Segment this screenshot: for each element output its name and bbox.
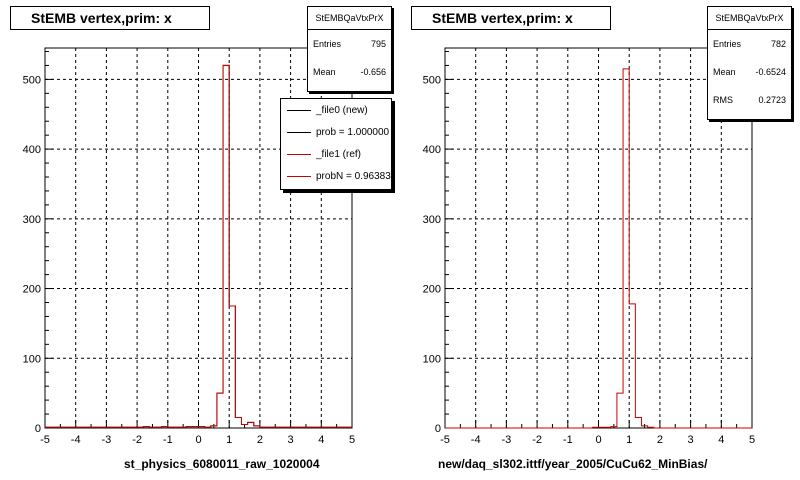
legend-box: _file0 (new) prob = 1.000000 _file1 (ref… — [280, 98, 392, 190]
legend-entry-probn: probN = 0.963834 — [281, 165, 391, 187]
left-x-tick-label: 1 — [226, 434, 232, 446]
right-x-tick-label: 1 — [626, 434, 632, 446]
right-x-tick-label: -4 — [471, 434, 481, 446]
left-stats-mean-value: -0.656 — [360, 67, 386, 77]
right-histogram-pad: -5 -4 -3 -2 -1 0 1 2 3 4 5 0 100 200 300 400 500 StEMB v… — [400, 0, 800, 480]
left-histogram-pad: -5 -4 -3 -2 -1 0 1 2 3 4 5 0 100 200 300 400 500 StEMB v… — [10, 6, 392, 471]
right-stats-name: StEMBQaVtxPrX — [708, 7, 791, 30]
left-stats-box: StEMBQaVtxPrX Entries 795 Mean -0.656 — [307, 6, 392, 92]
left-x-tick-label: -4 — [71, 434, 81, 446]
right-y-tick-label: 400 — [423, 144, 441, 156]
left-histogram-series-1 — [45, 64, 352, 428]
right-x-tick-label: 5 — [749, 434, 755, 446]
left-x-axis-title: st_physics_6080011_raw_1020004 — [124, 457, 320, 471]
right-y-tick-label: 300 — [423, 214, 441, 226]
right-stats-mean-label: Mean — [713, 67, 736, 77]
left-histogram-title: StEMB vertex,prim: x — [10, 6, 210, 30]
right-y-tick-label: 0 — [435, 423, 441, 435]
left-x-tick-label: 3 — [288, 434, 294, 446]
legend-entry-file0: _file0 (new) — [281, 99, 391, 121]
left-stats-entries-row: Entries 795 — [308, 30, 391, 58]
legend-label-probn: probN = 0.963834 — [316, 170, 392, 182]
right-x-tick-label: 0 — [595, 434, 601, 446]
right-x-tick-label: -5 — [440, 434, 450, 446]
left-x-tick-label: 2 — [257, 434, 263, 446]
right-stats-rms-value: 0.2723 — [758, 95, 786, 105]
left-x-tick-label: 5 — [349, 434, 355, 446]
right-x-tick-label: 4 — [718, 434, 724, 446]
right-y-tick-label: 200 — [423, 284, 441, 296]
legend-line-prob — [287, 131, 311, 133]
right-stats-entries-label: Entries — [713, 39, 742, 49]
legend-label-prob: prob = 1.000000 — [316, 126, 390, 138]
right-y-tick-label: 500 — [423, 74, 441, 86]
right-x-tick-label: -1 — [563, 434, 573, 446]
left-y-tick-label: 500 — [23, 74, 41, 86]
left-y-tick-label: 400 — [23, 144, 41, 156]
legend-label-file0: _file0 (new) — [316, 104, 368, 116]
right-x-tick-label: -3 — [502, 434, 512, 446]
left-x-tick-label: -5 — [40, 434, 50, 446]
right-histogram-title: StEMB vertex,prim: x — [411, 6, 611, 30]
left-x-tick-label: -3 — [102, 434, 112, 446]
right-y-tick-label: 100 — [423, 353, 441, 365]
right-x-tick-label: 2 — [657, 434, 663, 446]
right-stats-mean-row: Mean -0.6524 — [708, 58, 791, 86]
left-stats-mean-row: Mean -0.656 — [308, 58, 391, 86]
legend-line-file1 — [287, 153, 311, 155]
right-x-tick-label: 3 — [688, 434, 694, 446]
legend-entry-prob: prob = 1.000000 — [281, 121, 391, 143]
right-stats-rms-row: RMS 0.2723 — [708, 86, 791, 114]
left-x-tick-label: -2 — [132, 434, 142, 446]
left-stats-entries-value: 795 — [370, 39, 386, 49]
right-x-tick-label: -2 — [532, 434, 542, 446]
left-x-tick-label: -1 — [163, 434, 173, 446]
left-x-tick-label: 4 — [318, 434, 324, 446]
left-x-tick-label: 0 — [195, 434, 201, 446]
right-stats-entries-value: 782 — [770, 39, 786, 49]
right-stats-box: StEMBQaVtxPrX Entries 782 Mean -0.6524 R… — [707, 6, 792, 120]
legend-line-file0 — [287, 109, 311, 111]
right-stats-mean-value: -0.6524 — [755, 67, 786, 77]
right-histogram-plot: -5 -4 -3 -2 -1 0 1 2 3 4 5 0 100 200 300 400 500 — [423, 47, 755, 446]
legend-entry-file1: _file1 (ref) — [281, 143, 391, 165]
right-histogram-series-0 — [445, 68, 752, 429]
right-x-axis-title: new/daq_sl302.ittf/year_2005/CuCu62_MinB… — [438, 457, 708, 471]
left-y-tick-label: 100 — [23, 353, 41, 365]
left-y-tick-label: 0 — [35, 423, 41, 435]
left-stats-entries-label: Entries — [313, 39, 342, 49]
legend-line-probn — [287, 175, 311, 177]
right-stats-rms-label: RMS — [713, 95, 733, 105]
left-stats-mean-label: Mean — [313, 67, 336, 77]
left-y-tick-label: 300 — [23, 214, 41, 226]
left-histogram-plot: -5 -4 -3 -2 -1 0 1 2 3 4 5 0 100 200 300 400 500 — [23, 47, 355, 446]
left-y-tick-label: 200 — [23, 284, 41, 296]
legend-label-file1: _file1 (ref) — [316, 148, 362, 160]
left-stats-name: StEMBQaVtxPrX — [308, 7, 391, 30]
right-stats-entries-row: Entries 782 — [708, 30, 791, 58]
